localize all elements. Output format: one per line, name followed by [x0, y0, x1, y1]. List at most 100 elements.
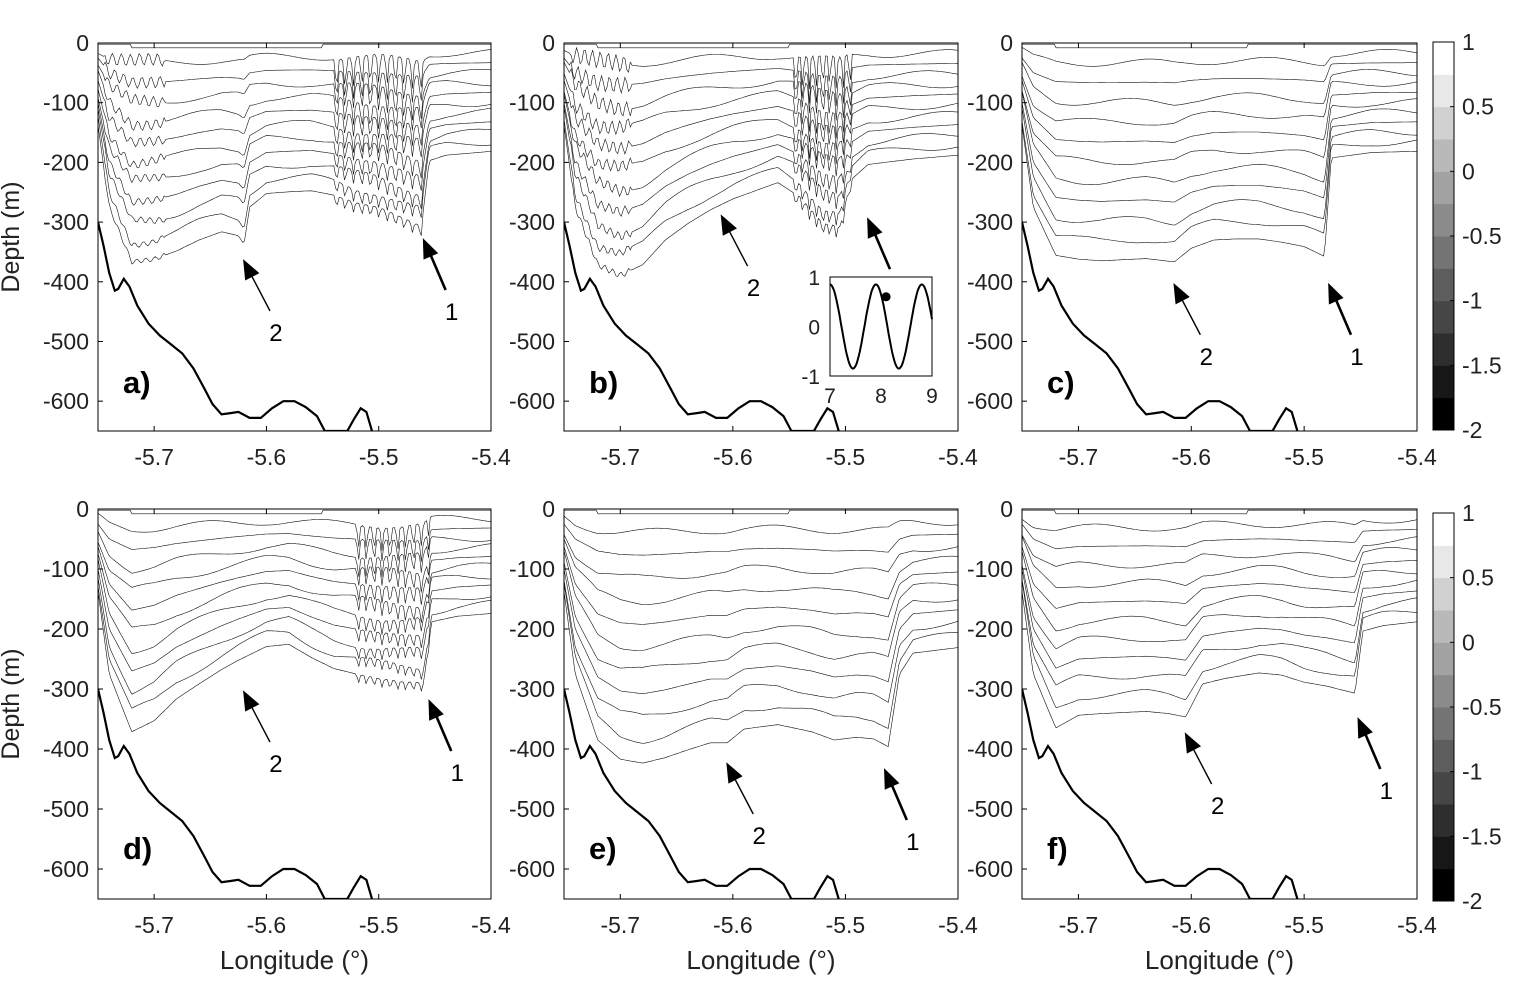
contour-band: [1022, 75, 1417, 126]
contour-band: [564, 538, 958, 605]
contour-band: [98, 115, 491, 248]
contour-band: [564, 46, 958, 90]
y-tick-label: -200: [509, 616, 555, 642]
annotation-arrow-head: [1184, 732, 1202, 754]
colorbar-tick-label: 0: [1462, 158, 1475, 184]
x-axis-label: Longitude (°): [686, 945, 835, 975]
colorbar-band: [1433, 203, 1454, 237]
y-tick-label: -100: [967, 90, 1013, 116]
y-tick-label: -300: [967, 209, 1013, 235]
contour-band: [98, 568, 491, 672]
y-tick-label: 0: [542, 496, 555, 522]
inset-y-tick-label: -1: [801, 366, 820, 389]
y-tick-label: -200: [43, 149, 89, 175]
colorbar-tick-label: -2: [1462, 888, 1482, 914]
colorbar-tick-label: -0.5: [1462, 223, 1502, 249]
y-tick-label: -400: [43, 736, 89, 762]
contour-band: [1022, 91, 1417, 185]
colorbar-band: [1433, 268, 1454, 302]
colorbar-band: [1433, 300, 1454, 334]
axes-frame: [563, 42, 959, 432]
contour-band: [1022, 107, 1417, 226]
seabed-area: [1022, 222, 1298, 431]
y-tick-label: -500: [509, 328, 555, 354]
axes-frame: [1021, 508, 1418, 900]
contour-band: [564, 125, 958, 277]
contour-band: [1022, 90, 1417, 165]
x-tick-label: -5.6: [713, 444, 753, 470]
y-tick-label: 0: [76, 496, 89, 522]
axes-frame: [97, 508, 492, 900]
colorbar-band: [1433, 74, 1454, 108]
contour-band: [98, 577, 491, 695]
inset-series-line: [829, 283, 933, 370]
x-tick-label: -5.6: [713, 912, 753, 938]
contour-band: [564, 546, 958, 625]
x-tick-label: -5.4: [1397, 444, 1437, 470]
contour-band: [98, 57, 491, 103]
contour-band: [1022, 579, 1417, 686]
contour-band: [564, 582, 958, 744]
y-tick-label: -600: [509, 856, 555, 882]
contour-band: [98, 541, 491, 593]
colorbar-band: [1433, 545, 1454, 579]
contour-band: [1022, 47, 1417, 67]
panel-label: d): [123, 831, 152, 866]
colorbar-band: [1433, 674, 1454, 708]
contour-band: [98, 102, 491, 206]
contour-band: [1022, 546, 1417, 609]
colorbar-tick-label: -1.5: [1462, 823, 1502, 849]
y-tick-label: -600: [43, 856, 89, 882]
x-tick-label: -5.7: [1059, 444, 1099, 470]
x-tick-label: -5.5: [826, 912, 866, 938]
inset-marker: [881, 292, 891, 302]
inset-y-tick-label: 1: [808, 267, 820, 290]
seabed-area: [564, 222, 839, 431]
colorbar-band: [1433, 577, 1454, 611]
contour-band: [564, 80, 958, 155]
x-tick-label: -5.4: [938, 444, 978, 470]
colorbar-tick-label: -1.5: [1462, 352, 1502, 378]
contour-band: [564, 91, 958, 172]
colorbar-band: [1433, 106, 1454, 140]
contour-band: [1022, 57, 1417, 84]
y-tick-label: 0: [1000, 496, 1013, 522]
contour-band: [564, 73, 958, 139]
annotation-arrow-head: [428, 699, 444, 721]
y-tick-label: -300: [509, 676, 555, 702]
x-axis-label: Longitude (°): [1145, 945, 1294, 975]
contour-band: [98, 546, 491, 611]
contour-band: [1022, 568, 1417, 669]
contour-band: [564, 57, 958, 107]
contour-band: [98, 108, 491, 224]
contour-band: [564, 591, 958, 764]
contour-field-1: [98, 43, 491, 431]
contour-band: [564, 515, 958, 535]
colorbar-tick-label: 0.5: [1462, 94, 1494, 120]
bathymetry-line: [98, 688, 374, 899]
annotation-label: 2: [747, 275, 760, 302]
contour-field-6: [1022, 509, 1417, 899]
y-tick-label: -500: [967, 328, 1013, 354]
seabed-area: [1022, 689, 1298, 899]
annotation-arrow-head: [1173, 282, 1190, 305]
x-tick-label: -5.7: [134, 444, 174, 470]
x-tick-label: -5.6: [1171, 444, 1211, 470]
annotation-label: 2: [269, 320, 282, 347]
contour-band: [1022, 564, 1417, 650]
colorbar-tick-label: 0.5: [1462, 565, 1494, 591]
contour-band: [98, 553, 491, 628]
colorbar-tick-label: 1: [1462, 500, 1475, 526]
contour-field-4: [98, 509, 491, 899]
contour-band: [1022, 534, 1417, 569]
y-tick-label: -600: [43, 388, 89, 414]
annotation-label: 2: [753, 823, 766, 850]
annotation-arrow-head: [1357, 717, 1373, 739]
contour-band: [98, 43, 491, 49]
y-tick-label: -400: [43, 269, 89, 295]
annotation-arrow-head: [884, 768, 900, 790]
seabed-area: [98, 222, 372, 431]
x-tick-label: -5.5: [359, 444, 399, 470]
bathymetry-line: [1022, 221, 1299, 431]
contour-band: [1022, 509, 1417, 515]
